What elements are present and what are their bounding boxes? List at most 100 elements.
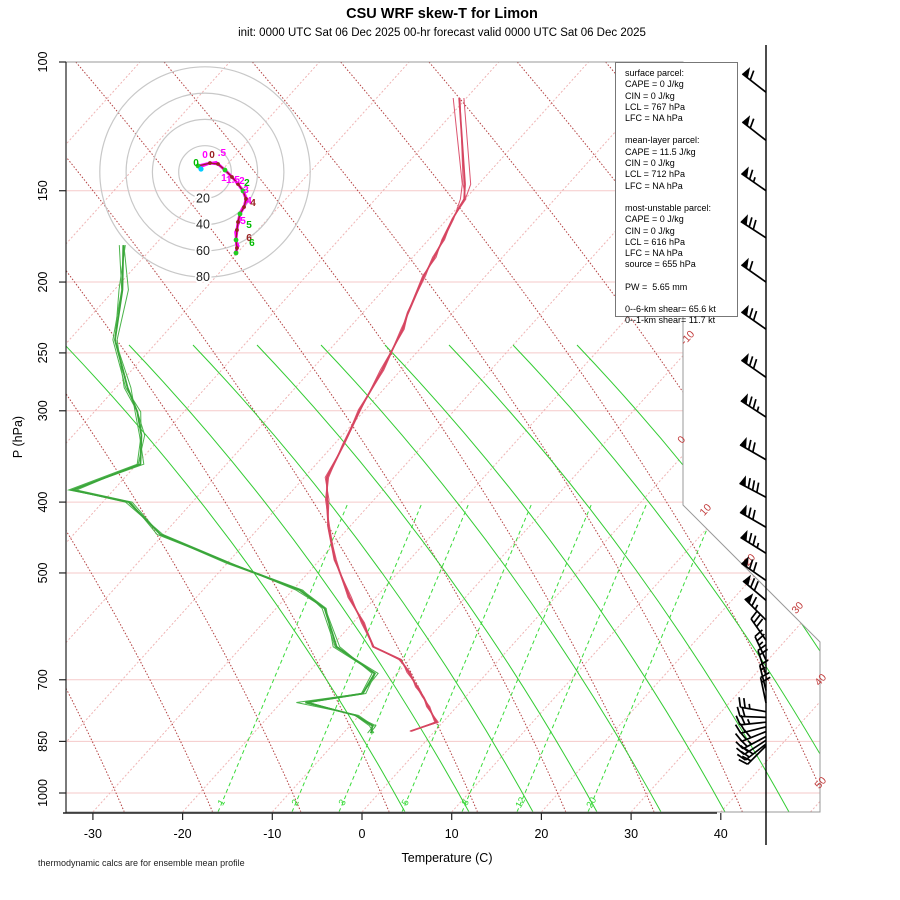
barb-pennant xyxy=(740,504,747,516)
y-tick-label: 500 xyxy=(36,562,50,583)
barb-full-feather xyxy=(752,398,757,410)
barb-stem xyxy=(739,443,767,461)
barb-pennant xyxy=(741,257,749,269)
hodograph-height-label: 0 xyxy=(202,150,208,161)
barb-full-feather xyxy=(752,358,758,369)
isotherm-line xyxy=(271,62,820,812)
barb-full-feather xyxy=(748,559,754,570)
moist-adiabat-line xyxy=(128,344,470,812)
isotherm-line xyxy=(66,62,500,812)
dry-adiabat-line xyxy=(66,62,302,812)
barb-full-feather xyxy=(752,562,758,573)
dry-adiabat-line xyxy=(75,62,567,812)
page-title: CSU WRF skew-T for Limon xyxy=(346,6,538,22)
barb-full-feather xyxy=(748,169,754,180)
wind-barb xyxy=(735,714,767,726)
barb-pennant xyxy=(741,353,749,365)
info-box-line: LCL = 616 hPa xyxy=(625,236,685,247)
info-box-gap xyxy=(625,293,737,304)
wind-barb xyxy=(740,529,767,555)
barb-full-feather xyxy=(748,396,753,407)
barb-pennant xyxy=(742,115,751,127)
hodograph-mean-dot xyxy=(230,175,234,179)
y-tick-label: 200 xyxy=(36,272,50,293)
hodograph-height-label: 0 xyxy=(209,150,215,161)
hodograph-ring xyxy=(99,66,311,278)
y-tick-label: 300 xyxy=(36,400,50,421)
hodograph-mean-dot xyxy=(236,182,240,186)
barb-full-feather xyxy=(761,676,771,683)
moist-adiabat-line xyxy=(320,344,662,812)
mixing-ratio-line xyxy=(338,502,470,812)
mixing-ratio-label: 12 xyxy=(513,795,528,810)
mixing-ratio-label: 8 xyxy=(460,798,472,808)
hodograph-ring-label: 20 xyxy=(196,191,210,205)
barb-pennant xyxy=(740,529,748,542)
barb-stem xyxy=(741,121,767,142)
mixing-ratio-line xyxy=(516,502,648,812)
barb-full-feather xyxy=(747,507,752,518)
info-box-section-header: surface parcel: xyxy=(625,68,685,78)
barb-half-feather xyxy=(752,176,756,183)
hodograph-height-dot xyxy=(233,237,239,243)
isotherm-line xyxy=(630,62,820,812)
x-tick-label: -30 xyxy=(84,827,102,841)
isotherm-line xyxy=(66,62,589,812)
barb-full-feather xyxy=(751,480,756,491)
barb-full-feather xyxy=(741,755,752,762)
wind-barb xyxy=(736,743,767,761)
moist-adiabat-line xyxy=(576,344,820,812)
barb-full-feather xyxy=(758,648,769,656)
hodograph-height-dot xyxy=(240,188,246,194)
dewpoint-member-line xyxy=(66,245,379,734)
temperature-member-line xyxy=(324,97,467,732)
hodograph-height-dot xyxy=(233,250,239,256)
barb-full-feather xyxy=(760,671,770,679)
dewpoint-member-line xyxy=(74,245,377,734)
hodograph-mean-dot xyxy=(235,228,239,232)
mixing-ratio-line xyxy=(461,502,593,812)
barb-pennant xyxy=(740,214,748,226)
barb-stem xyxy=(742,580,767,601)
barb-pennant xyxy=(741,304,749,316)
barb-pennant xyxy=(740,437,747,449)
barb-full-feather xyxy=(748,356,754,367)
info-box-gap xyxy=(625,124,737,135)
isotherm-line xyxy=(66,62,410,812)
mixing-ratio-line xyxy=(401,502,533,812)
info-box-line: source = 655 hPa xyxy=(625,259,696,270)
barb-full-feather xyxy=(753,614,761,624)
hodograph-height-label: 3 xyxy=(243,185,249,196)
isotherm-label: 10 xyxy=(697,502,714,519)
wind-barb xyxy=(741,67,767,93)
barb-stem xyxy=(740,264,767,283)
info-box-line: LCL = 767 hPa xyxy=(625,101,685,112)
wind-barb xyxy=(740,166,767,192)
hodograph-ring xyxy=(125,92,285,252)
x-tick-label: 40 xyxy=(714,827,728,841)
barb-full-feather xyxy=(752,219,757,230)
wind-barb xyxy=(758,659,769,691)
hodograph-height-label: 2 xyxy=(239,176,245,187)
barb-full-feather xyxy=(738,697,742,708)
wind-barb-column xyxy=(734,45,771,845)
hodograph-mean-dot xyxy=(208,161,212,165)
barb-half-feather xyxy=(747,740,753,745)
isotherm-line xyxy=(66,62,679,812)
barb-pennant xyxy=(741,556,749,568)
hodograph-height-label: 5 xyxy=(246,220,252,231)
mixing-ratio-label: 3 xyxy=(337,798,349,808)
barb-full-feather xyxy=(735,715,741,726)
moist-adiabat-line xyxy=(448,344,790,812)
wind-barb xyxy=(759,671,771,704)
y-tick-label: 700 xyxy=(36,669,50,690)
barb-full-feather xyxy=(748,217,753,228)
barb-full-feather xyxy=(753,581,759,591)
wind-barb xyxy=(750,610,767,641)
hodograph-height-label: 6 xyxy=(249,238,255,249)
hodograph-mean-dot xyxy=(236,220,240,224)
barb-full-feather xyxy=(734,724,742,734)
barb-full-feather xyxy=(749,577,756,588)
barb-half-feather xyxy=(758,641,764,646)
wind-barb xyxy=(757,643,769,676)
